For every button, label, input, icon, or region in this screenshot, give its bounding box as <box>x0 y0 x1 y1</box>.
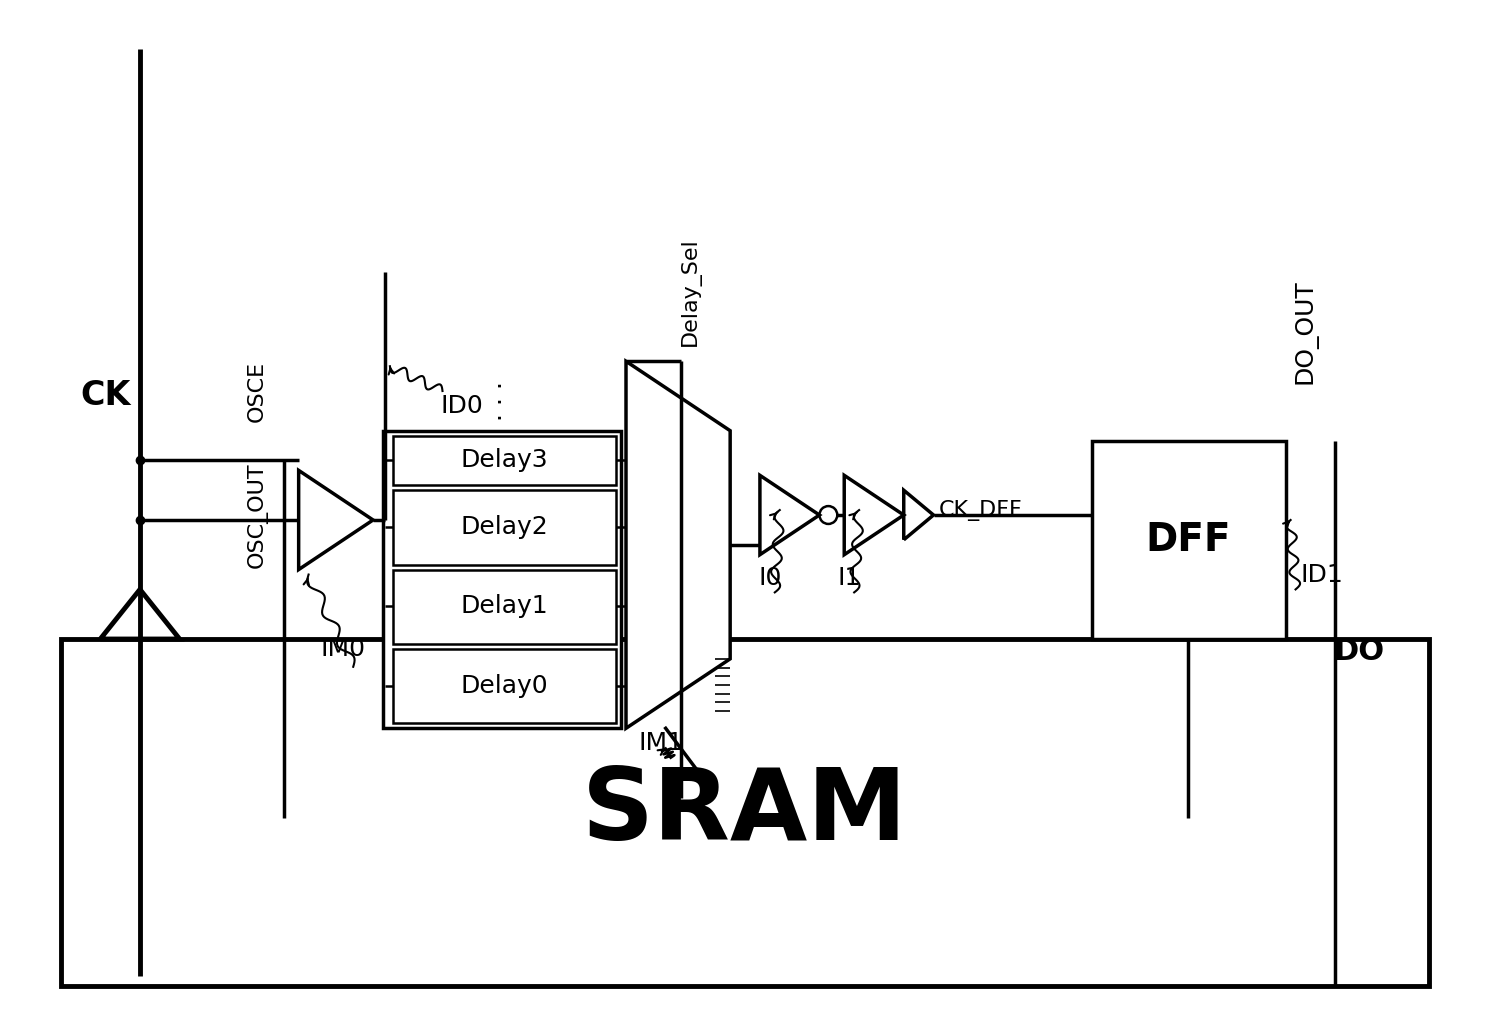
Text: DFF: DFF <box>1145 521 1231 559</box>
Text: IM1: IM1 <box>639 731 684 756</box>
Bar <box>60 639 1430 986</box>
Text: Delay2: Delay2 <box>460 515 547 539</box>
Text: CK_DFF: CK_DFF <box>938 500 1022 521</box>
Text: Delay3: Delay3 <box>460 448 547 472</box>
Text: · · ·: · · · <box>490 381 514 421</box>
Polygon shape <box>844 475 904 555</box>
Bar <box>393 436 616 485</box>
Polygon shape <box>627 361 730 729</box>
Text: I0: I0 <box>758 565 781 590</box>
Text: DO: DO <box>1334 637 1385 667</box>
Text: DO_OUT: DO_OUT <box>1294 279 1318 384</box>
Text: OSCE: OSCE <box>247 360 267 421</box>
Text: SRAM: SRAM <box>582 764 908 861</box>
Text: Delay0: Delay0 <box>460 674 547 698</box>
Text: IM0: IM0 <box>321 637 366 661</box>
Bar <box>382 431 621 729</box>
Bar <box>393 569 616 644</box>
Text: OSC_OUT: OSC_OUT <box>246 463 267 568</box>
Text: Delay1: Delay1 <box>460 594 547 618</box>
Text: CK: CK <box>81 380 130 413</box>
Bar <box>393 649 616 723</box>
Bar <box>393 491 616 565</box>
Text: I1: I1 <box>838 565 860 590</box>
Text: Delay_Sel: Delay_Sel <box>681 237 702 346</box>
Text: ID1: ID1 <box>1301 563 1343 587</box>
Text: ID0: ID0 <box>441 394 484 418</box>
Polygon shape <box>760 475 820 555</box>
Polygon shape <box>298 470 373 569</box>
Bar <box>1093 441 1286 639</box>
